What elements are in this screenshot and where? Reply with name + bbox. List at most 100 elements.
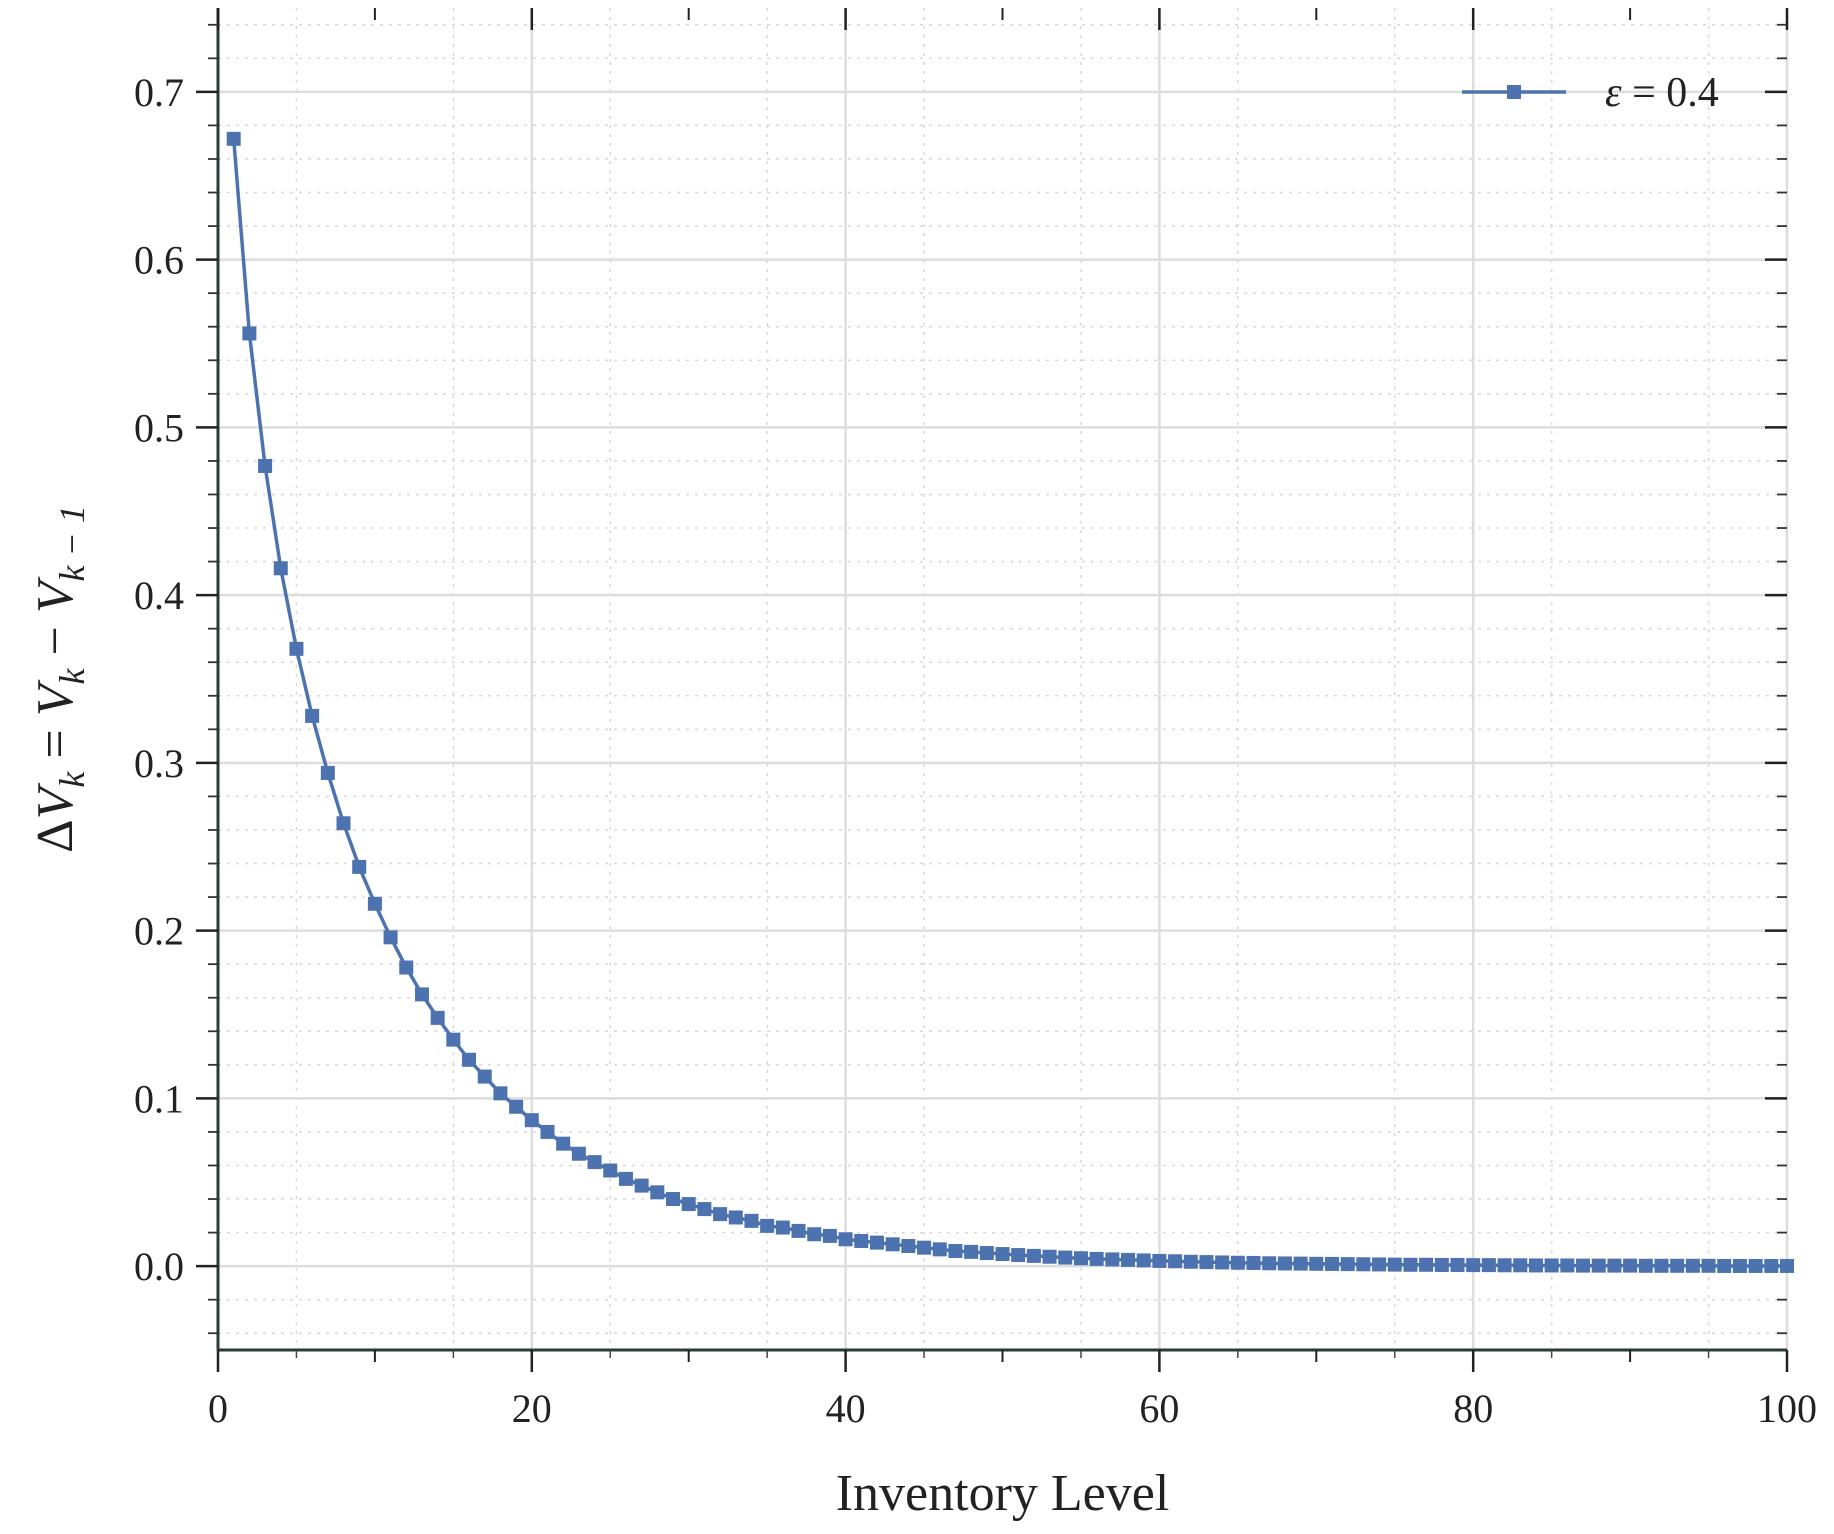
y-label-minus: − bbox=[27, 613, 84, 668]
data-point-marker bbox=[242, 326, 257, 341]
data-point-marker bbox=[1732, 1258, 1747, 1273]
y-label-km1: k − 1 bbox=[52, 505, 92, 581]
y-tick-label: 0.6 bbox=[134, 238, 184, 283]
data-point-marker bbox=[1215, 1255, 1230, 1270]
x-tick-label: 40 bbox=[826, 1386, 866, 1431]
data-point-marker bbox=[995, 1247, 1010, 1262]
data-point-marker bbox=[1073, 1251, 1088, 1266]
data-point-marker bbox=[1152, 1253, 1167, 1268]
x-tick-label: 0 bbox=[208, 1386, 228, 1431]
data-point-marker bbox=[556, 1136, 571, 1151]
data-point-marker bbox=[603, 1163, 618, 1178]
data-point-marker bbox=[1324, 1256, 1339, 1271]
data-point-marker bbox=[1105, 1252, 1120, 1267]
data-point-marker bbox=[1356, 1257, 1371, 1272]
data-point-marker bbox=[1136, 1253, 1151, 1268]
data-point-marker bbox=[1701, 1258, 1716, 1273]
data-point-marker bbox=[524, 1113, 539, 1128]
data-point-marker bbox=[838, 1232, 853, 1247]
axes-frame bbox=[216, 8, 1787, 1352]
data-point-marker bbox=[305, 708, 320, 723]
data-point-marker bbox=[1309, 1256, 1324, 1271]
data-point-marker bbox=[1764, 1258, 1779, 1273]
data-point-marker bbox=[681, 1197, 696, 1212]
data-point-marker bbox=[869, 1235, 884, 1250]
data-point-marker bbox=[1685, 1258, 1700, 1273]
data-point-marker bbox=[1042, 1249, 1057, 1264]
data-point-marker bbox=[775, 1220, 790, 1235]
data-point-marker bbox=[885, 1237, 900, 1252]
data-point-marker bbox=[352, 859, 367, 874]
legend-equals: = bbox=[1622, 70, 1667, 116]
legend: ε = 0.4 bbox=[1462, 70, 1719, 116]
data-point-marker bbox=[791, 1223, 806, 1238]
data-point-marker bbox=[1576, 1258, 1591, 1273]
data-point-marker bbox=[1387, 1257, 1402, 1272]
data-point-marker bbox=[320, 765, 335, 780]
data-point-marker bbox=[1481, 1258, 1496, 1273]
data-point-marker bbox=[666, 1192, 681, 1207]
data-point-marker bbox=[1717, 1258, 1732, 1273]
data-point-marker bbox=[571, 1146, 586, 1161]
data-point-marker bbox=[1450, 1257, 1465, 1272]
data-point-marker bbox=[1262, 1256, 1277, 1271]
data-point-marker bbox=[697, 1202, 712, 1217]
data-point-marker bbox=[587, 1155, 602, 1170]
data-point-marker bbox=[1560, 1258, 1575, 1273]
data-point-marker bbox=[273, 561, 288, 576]
data-point-marker bbox=[1183, 1254, 1198, 1269]
data-point-marker bbox=[1748, 1258, 1763, 1273]
data-point-marker bbox=[493, 1086, 508, 1101]
data-point-marker bbox=[1089, 1251, 1104, 1266]
data-point-marker bbox=[477, 1069, 492, 1084]
data-point-marker bbox=[367, 896, 382, 911]
data-point-marker bbox=[1591, 1258, 1606, 1273]
series-line bbox=[231, 138, 1787, 1268]
data-point-marker bbox=[901, 1238, 916, 1253]
data-point-marker bbox=[336, 816, 351, 831]
data-point-marker bbox=[634, 1178, 649, 1193]
y-tick-label: 0.3 bbox=[134, 741, 184, 786]
data-point-marker bbox=[1026, 1248, 1041, 1263]
data-point-marker bbox=[1780, 1258, 1794, 1273]
legend-symbol: ε bbox=[1605, 70, 1622, 116]
data-point-marker bbox=[414, 987, 429, 1002]
data-point-marker bbox=[1623, 1258, 1638, 1273]
data-point-marker bbox=[979, 1246, 994, 1261]
x-tick-label: 100 bbox=[1757, 1386, 1817, 1431]
data-point-marker bbox=[383, 930, 398, 945]
data-point-marker bbox=[1230, 1255, 1245, 1270]
major-grid bbox=[218, 8, 1789, 1350]
data-point-marker bbox=[760, 1218, 775, 1233]
y-label-k1: k bbox=[52, 771, 92, 788]
data-point-marker bbox=[1168, 1254, 1183, 1269]
legend-marker-swatch bbox=[1507, 85, 1521, 99]
data-point-marker bbox=[1528, 1258, 1543, 1273]
y-label-equals: = bbox=[27, 716, 84, 771]
data-point-marker bbox=[226, 131, 241, 146]
x-tick-label: 80 bbox=[1453, 1386, 1493, 1431]
x-tick-label: 60 bbox=[1139, 1386, 1179, 1431]
data-point-marker bbox=[1277, 1256, 1292, 1271]
tick-labels: 0 20 40 60 80 100 0.0 0.1 0.2 0.3 0.4 0.5 0.6 0.7 bbox=[134, 70, 1817, 1431]
y-tick-label: 0.1 bbox=[134, 1076, 184, 1121]
data-point-marker bbox=[1497, 1258, 1512, 1273]
data-point-marker bbox=[462, 1052, 477, 1067]
data-point-marker bbox=[289, 641, 304, 656]
y-tick-label: 0.2 bbox=[134, 909, 184, 954]
y-label-v1: V bbox=[27, 782, 84, 819]
data-point-marker bbox=[713, 1207, 728, 1222]
y-label-v3: V bbox=[27, 576, 84, 613]
data-point-marker bbox=[1199, 1255, 1214, 1270]
data-point-marker bbox=[1654, 1258, 1669, 1273]
data-point-marker bbox=[728, 1210, 743, 1225]
data-point-marker bbox=[1607, 1258, 1622, 1273]
y-tick-label: 0.4 bbox=[134, 573, 184, 618]
data-point-marker bbox=[540, 1124, 555, 1139]
data-point-marker bbox=[917, 1240, 932, 1255]
data-point-marker bbox=[744, 1213, 759, 1228]
data-point-marker bbox=[399, 960, 414, 975]
data-point-marker bbox=[1372, 1257, 1387, 1272]
